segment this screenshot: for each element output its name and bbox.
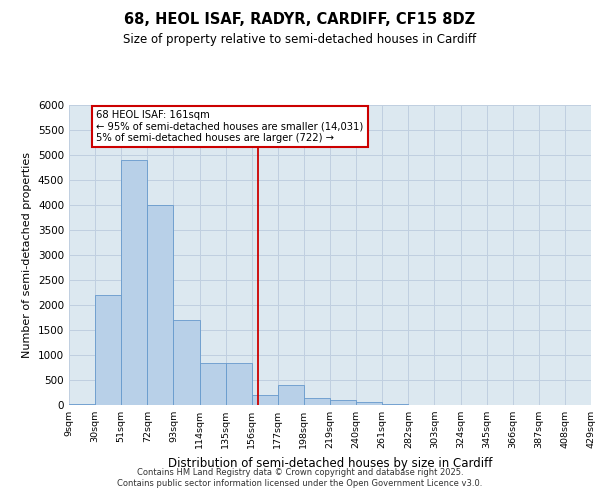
Bar	[121, 160, 148, 405]
Bar	[95, 295, 121, 405]
Bar	[148, 205, 173, 405]
Bar	[173, 320, 199, 405]
Bar	[252, 395, 278, 405]
Bar	[330, 400, 356, 405]
Text: Contains HM Land Registry data © Crown copyright and database right 2025.
Contai: Contains HM Land Registry data © Crown c…	[118, 468, 482, 487]
Bar	[69, 404, 95, 405]
Bar	[304, 398, 330, 405]
X-axis label: Distribution of semi-detached houses by size in Cardiff: Distribution of semi-detached houses by …	[168, 456, 492, 469]
Bar	[356, 402, 382, 405]
Text: Size of property relative to semi-detached houses in Cardiff: Size of property relative to semi-detach…	[124, 32, 476, 46]
Text: 68 HEOL ISAF: 161sqm
← 95% of semi-detached houses are smaller (14,031)
5% of se: 68 HEOL ISAF: 161sqm ← 95% of semi-detac…	[97, 110, 364, 143]
Bar	[278, 385, 304, 405]
Text: 68, HEOL ISAF, RADYR, CARDIFF, CF15 8DZ: 68, HEOL ISAF, RADYR, CARDIFF, CF15 8DZ	[124, 12, 476, 28]
Y-axis label: Number of semi-detached properties: Number of semi-detached properties	[22, 152, 32, 358]
Bar	[226, 362, 252, 405]
Bar	[199, 362, 226, 405]
Bar	[382, 404, 409, 405]
